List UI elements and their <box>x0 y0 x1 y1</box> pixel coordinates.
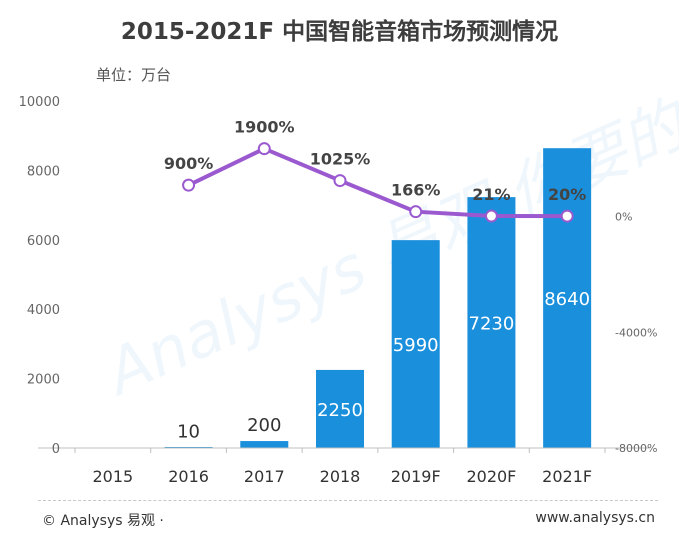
growth-label: 20% <box>548 185 586 204</box>
bar-value-label: 10 <box>177 422 200 443</box>
x-tick-label: 2021F <box>542 467 592 486</box>
footer-divider <box>38 500 658 501</box>
growth-point-2016 <box>182 178 196 192</box>
growth-point-2021F <box>560 209 574 223</box>
website-link[interactable]: www.analysys.cn <box>535 510 655 526</box>
bar-2019F <box>391 240 440 448</box>
growth-point-2018 <box>333 174 347 188</box>
growth-label: 21% <box>472 185 510 204</box>
x-tick-label: 2018 <box>320 467 361 486</box>
growth-label: 166% <box>391 181 440 200</box>
copyright-text: © Analysys 易观 · <box>42 513 164 529</box>
chart: Analysys 易观 你要的数据 0200040006000800010000… <box>19 35 679 486</box>
y-tick-label: 6000 <box>27 234 60 249</box>
x-tick-label: 2015 <box>92 467 133 486</box>
growth-point-2020F <box>484 209 498 223</box>
unit-label: 单位：万台 <box>96 66 172 84</box>
bar-value-label: 7230 <box>469 314 515 335</box>
x-tick-label: 2017 <box>244 467 285 486</box>
bar-value-label: 8640 <box>544 289 590 310</box>
bar-2020F <box>467 197 516 448</box>
growth-label: 1900% <box>234 118 295 137</box>
bar-value-label: 2250 <box>317 400 363 421</box>
y2-tick-label: 0% <box>615 211 632 224</box>
data-labels: 10 200 2250 5990 7230 8640 <box>177 289 590 443</box>
growth-label: 900% <box>164 154 213 173</box>
bar-2017 <box>240 441 289 448</box>
x-tick-label: 2019F <box>391 467 441 486</box>
growth-line-path <box>186 146 570 219</box>
y-tick-label: 0 <box>52 442 60 457</box>
y2-tick-label: -4000% <box>615 326 657 339</box>
axes: 0 2000 4000 6000 8000 10000 -8000% -4000% 0% 2015… <box>19 95 658 486</box>
bars <box>164 148 592 448</box>
growth-label: 1025% <box>310 150 371 169</box>
y2-tick-label: -8000% <box>615 442 657 455</box>
y-tick-label: 4000 <box>27 303 60 318</box>
x-tick-label: 2016 <box>168 467 209 486</box>
bar-value-label: 200 <box>247 415 281 436</box>
growth-point-2019F <box>409 205 423 219</box>
y-tick-label: 10000 <box>19 95 60 110</box>
bar-2021F <box>543 148 592 448</box>
growth-line: 900% 1900% 1025% 166% 21% 20% <box>164 118 586 223</box>
y-tick-label: 8000 <box>27 164 60 179</box>
x-tick-label: 2020F <box>466 467 516 486</box>
bar-2018 <box>316 369 364 448</box>
chart-title: 2015-2021F 中国智能音箱市场预测情况 <box>120 19 559 45</box>
growth-point-2017 <box>257 142 271 156</box>
bar-value-label: 5990 <box>393 335 439 356</box>
y-tick-label: 2000 <box>27 373 60 388</box>
